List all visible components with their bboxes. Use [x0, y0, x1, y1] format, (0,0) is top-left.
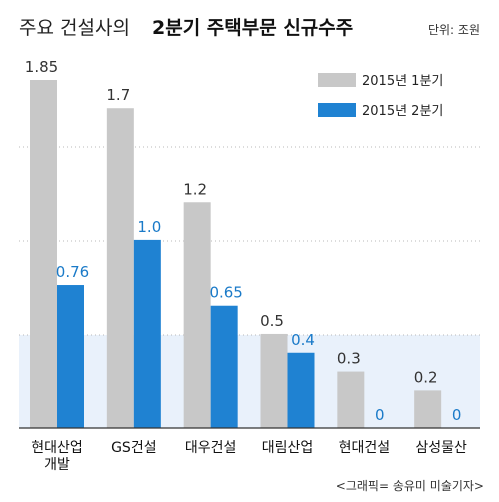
bar-s1-1 — [30, 80, 57, 428]
category-label-4-1: 대림산업 — [262, 440, 314, 456]
value-label-s2-5: 0 — [375, 406, 385, 424]
value-label-s2-4: 0.4 — [291, 331, 315, 349]
value-label-s2-6: 0 — [452, 406, 462, 424]
legend-label-q2: 2015년 2분기 — [362, 104, 443, 119]
category-label-3-1: 대우건설 — [185, 440, 237, 456]
value-label-s1-5: 0.3 — [337, 350, 361, 368]
value-label-s1-2: 1.7 — [106, 86, 130, 104]
legend-swatch-q2 — [318, 103, 356, 117]
bar-s1-2 — [106, 108, 134, 428]
bar-s2-1 — [57, 285, 84, 428]
chart-title: 2분기 주택부문 신규수주 — [152, 17, 353, 39]
bar-s1-4 — [260, 333, 288, 428]
value-label-s1-4: 0.5 — [260, 312, 284, 330]
unit-label: 단위: 조원 — [428, 23, 480, 37]
plot-band — [19, 335, 480, 428]
legend: 2015년 1분기 2015년 2분기 — [318, 73, 443, 119]
bar-s2-4 — [287, 352, 315, 428]
bar-s1-6 — [414, 390, 442, 428]
bar-s2-2 — [133, 239, 161, 428]
category-label-5-1: 현대건설 — [339, 440, 391, 456]
value-label-s1-3: 1.2 — [183, 180, 207, 198]
value-label-s2-1: 0.76 — [56, 263, 89, 281]
value-label-s1-6: 0.2 — [414, 368, 438, 386]
category-label-2-1: GS건설 — [111, 440, 157, 456]
value-label-s1-1: 1.85 — [25, 58, 58, 76]
legend-swatch-q1 — [318, 73, 356, 87]
bar-s1-3 — [183, 202, 211, 428]
category-label-1-1: 현대산업 — [31, 440, 83, 456]
legend-label-q1: 2015년 1분기 — [362, 74, 443, 89]
chart-title-prefix: 주요 건설사의 — [19, 17, 130, 39]
credit: <그래픽= 송유미 미술기자> — [336, 479, 484, 493]
category-label-6-1: 삼성물산 — [415, 440, 467, 456]
value-label-s2-3: 0.65 — [209, 284, 242, 302]
category-label-1-2: 개발 — [44, 457, 70, 473]
value-label-s2-2: 1.0 — [137, 218, 161, 236]
bar-s2-3 — [210, 305, 238, 428]
bar-s1-5 — [337, 371, 365, 428]
